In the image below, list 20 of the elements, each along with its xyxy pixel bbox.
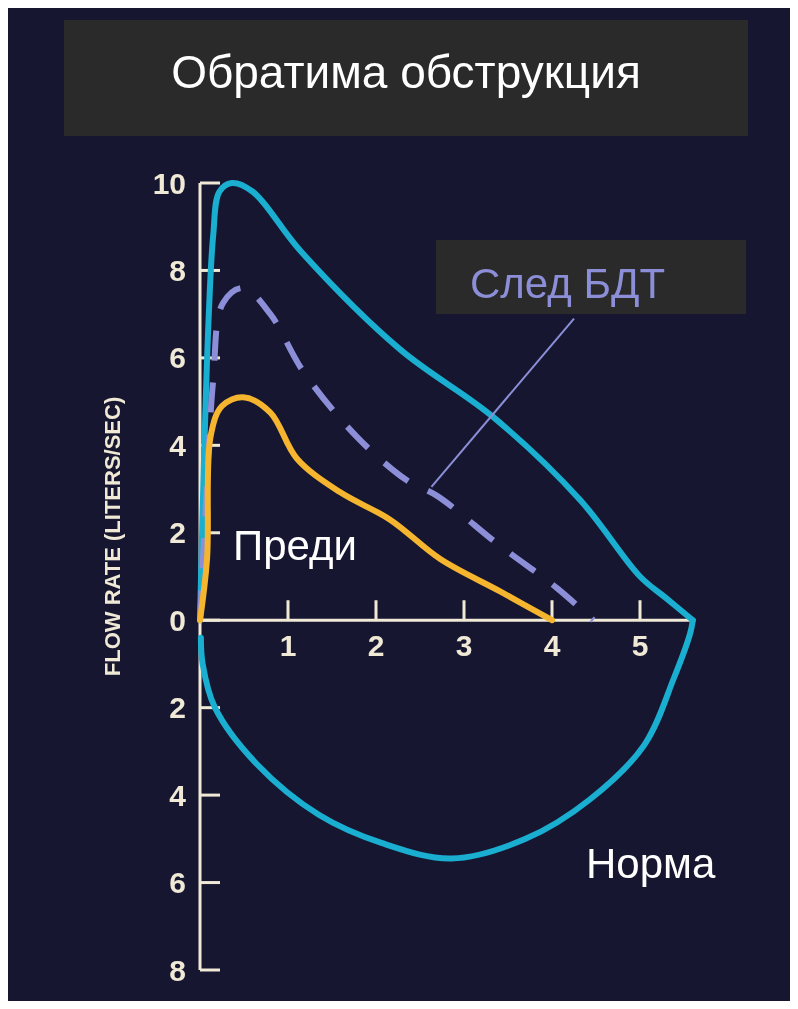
y-tick-label: 6 (169, 341, 186, 375)
y-tick-label: 4 (169, 778, 187, 812)
x-tick-label: 2 (367, 629, 385, 663)
y-tick-label: 8 (169, 953, 186, 987)
y-tick-label: 8 (169, 253, 186, 287)
x-tick-label: 4 (543, 629, 561, 663)
y-tick-label: 6 (169, 866, 186, 900)
text: След БДТ (470, 260, 666, 307)
x-tick-label: 5 (631, 629, 649, 663)
y-tick-label: 2 (169, 516, 186, 550)
series-label: Преди (233, 522, 357, 569)
x-tick-label: 3 (455, 629, 473, 663)
chart-title: Обратима обструкция (171, 46, 641, 98)
y-tick-label: 2 (169, 691, 186, 725)
y-tick-label: 4 (169, 428, 187, 462)
y-axis-title: FLOW RATE (LITERS/SEC) (100, 396, 125, 677)
x-tick-label: 1 (279, 629, 297, 663)
y-tick-label: 0 (169, 603, 186, 637)
y-tick-label: 10 (152, 166, 186, 200)
series-label: Норма (586, 840, 716, 887)
